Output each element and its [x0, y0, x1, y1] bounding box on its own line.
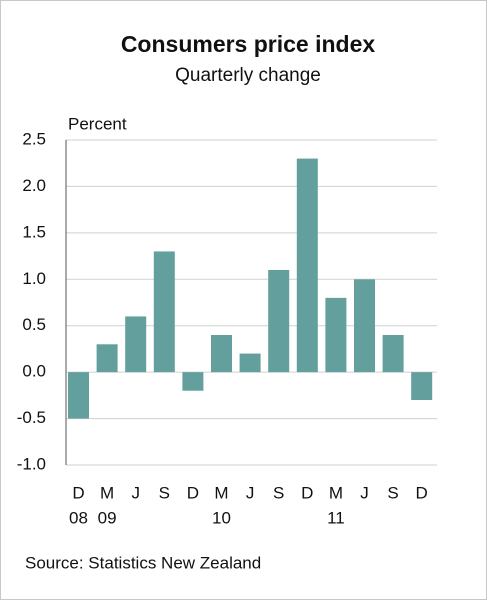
bar [354, 279, 375, 373]
year-label: 09 [98, 508, 117, 527]
bar [96, 344, 118, 373]
x-tick-label: S [273, 483, 284, 502]
y-tick-label: 0.5 [22, 315, 46, 334]
x-tick-label: M [329, 483, 343, 502]
source: Source: Statistics New Zealand [25, 553, 261, 572]
bar [382, 335, 404, 373]
chart-title: Consumers price index [121, 31, 376, 57]
y-tick-label: 1.5 [22, 222, 46, 241]
bar [325, 297, 347, 373]
x-tick-label: D [72, 483, 84, 502]
year-label: 08 [69, 508, 88, 527]
x-tick-label: M [214, 483, 228, 502]
year-label: 11 [327, 508, 345, 527]
bar [211, 335, 232, 373]
y-tick-label: 1.0 [22, 269, 46, 288]
year-label: 10 [212, 508, 231, 527]
x-tick-label: D [416, 483, 428, 502]
bar [125, 316, 147, 373]
x-tick-label: M [100, 483, 114, 502]
x-tick-label: S [159, 483, 170, 502]
bar [296, 158, 318, 373]
y-tick-label: -0.5 [17, 408, 46, 427]
x-tick-label: D [301, 483, 313, 502]
y-axis-label: Percent [68, 114, 127, 133]
bar [68, 372, 89, 419]
bar [153, 251, 175, 373]
chart-subtitle: Quarterly change [175, 65, 321, 86]
x-tick-label: J [360, 483, 369, 502]
y-tick-label: 0.0 [22, 362, 46, 381]
bar [411, 372, 433, 400]
bar [268, 270, 290, 373]
x-tick-label: J [246, 483, 255, 502]
x-tick-label: S [387, 483, 398, 502]
x-tick-label: D [187, 483, 199, 502]
y-tick-label: -1.0 [17, 454, 46, 473]
y-tick-label: 2.5 [22, 129, 46, 148]
x-tick-label: J [131, 483, 140, 502]
y-tick-label: 2.0 [22, 176, 46, 195]
bar [239, 353, 261, 373]
bar [182, 372, 204, 391]
